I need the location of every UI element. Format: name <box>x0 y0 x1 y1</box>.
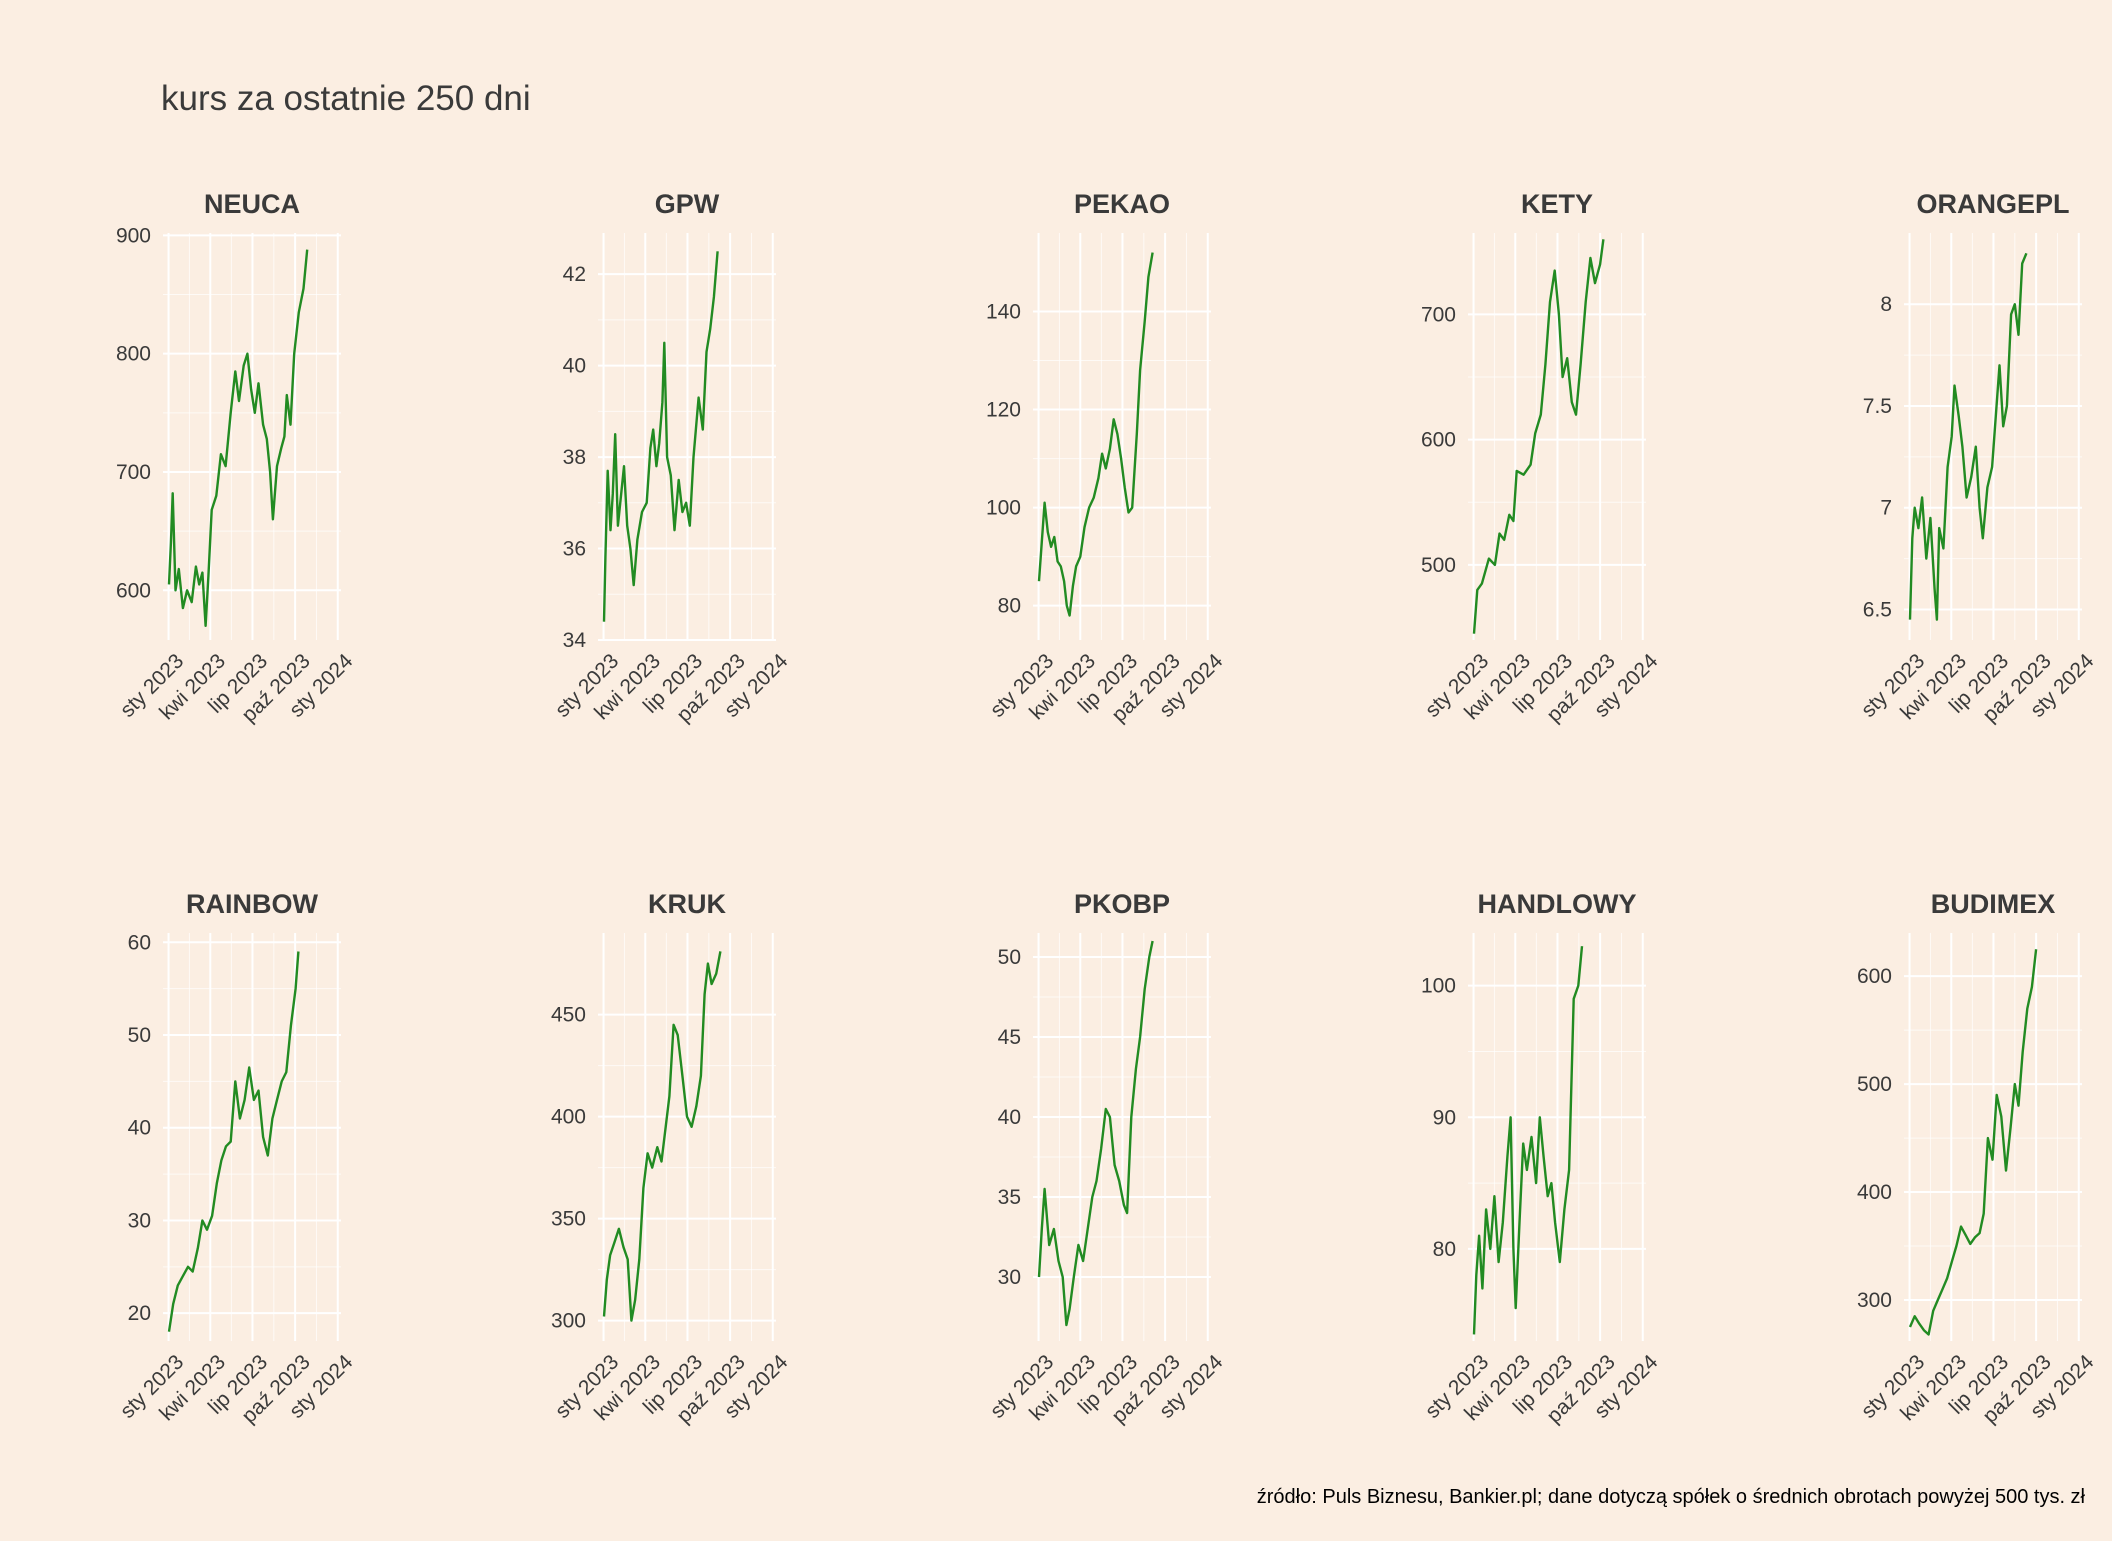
y-tick-label: 90 <box>1433 1106 1456 1129</box>
series-line-neuca <box>167 249 309 627</box>
y-tick-label: 450 <box>551 1004 586 1027</box>
y-tick-label: 60 <box>128 931 151 954</box>
y-tick-label: 600 <box>1421 429 1456 452</box>
y-tick-label: 100 <box>986 497 1021 520</box>
panel-title-pekao: PEKAO <box>1074 189 1170 219</box>
y-tick-label: 80 <box>1433 1238 1456 1261</box>
y-tick-label: 600 <box>116 579 151 602</box>
y-tick-label: 500 <box>1857 1073 1892 1096</box>
y-tick-label: 300 <box>1857 1289 1892 1312</box>
y-tick-label: 34 <box>563 629 587 652</box>
y-tick-label: 38 <box>563 446 586 469</box>
panel-title-handlowy: HANDLOWY <box>1478 889 1637 919</box>
y-tick-label: 50 <box>128 1024 151 1047</box>
series-line-gpw <box>602 251 719 622</box>
panel-title-orangepl: ORANGEPL <box>1916 189 2069 219</box>
series-line-pkobp <box>1037 940 1154 1327</box>
series-line-handlowy <box>1472 946 1584 1335</box>
y-tick-label: 100 <box>1421 975 1456 998</box>
y-tick-label: 800 <box>116 343 151 366</box>
y-tick-label: 40 <box>128 1117 151 1140</box>
source-caption: źródło: Puls Biznesu, Bankier.pl; dane d… <box>1257 1486 2086 1508</box>
y-tick-label: 350 <box>551 1208 586 1231</box>
y-tick-label: 400 <box>551 1106 586 1129</box>
y-tick-label: 30 <box>998 1266 1021 1289</box>
series-line-rainbow <box>167 951 300 1332</box>
y-tick-label: 8 <box>1880 293 1892 316</box>
y-tick-label: 120 <box>986 399 1021 422</box>
y-tick-label: 140 <box>986 300 1021 323</box>
y-tick-label: 50 <box>998 946 1021 969</box>
series-line-budimex <box>1908 949 2038 1336</box>
series-line-kruk <box>602 951 722 1322</box>
y-tick-label: 500 <box>1421 554 1456 577</box>
y-tick-label: 42 <box>563 263 586 286</box>
y-tick-label: 600 <box>1857 965 1892 988</box>
chart-title: kurs za ostatnie 250 dni <box>161 79 531 118</box>
y-tick-label: 35 <box>998 1186 1021 1209</box>
y-tick-label: 36 <box>563 538 586 561</box>
panel-title-kety: KETY <box>1521 189 1593 219</box>
y-tick-label: 700 <box>1421 303 1456 326</box>
y-tick-label: 7.5 <box>1863 395 1892 418</box>
y-tick-label: 45 <box>998 1026 1021 1049</box>
series-line-orangepl <box>1908 252 2028 621</box>
series-line-kety <box>1472 239 1605 634</box>
panel-title-neuca: NEUCA <box>204 189 300 219</box>
y-tick-label: 20 <box>128 1302 151 1325</box>
series-line-pekao <box>1037 252 1154 617</box>
panel-title-gpw: GPW <box>655 189 720 219</box>
y-tick-label: 900 <box>116 224 151 247</box>
y-tick-label: 7 <box>1880 497 1892 520</box>
y-tick-label: 6.5 <box>1863 598 1892 621</box>
y-tick-label: 80 <box>998 595 1021 618</box>
y-tick-label: 30 <box>128 1209 151 1232</box>
panel-title-budimex: BUDIMEX <box>1931 889 2056 919</box>
panel-title-pkobp: PKOBP <box>1074 889 1170 919</box>
panel-title-rainbow: RAINBOW <box>186 889 318 919</box>
panel-title-kruk: KRUK <box>648 889 726 919</box>
y-tick-label: 40 <box>998 1106 1021 1129</box>
y-tick-label: 700 <box>116 461 151 484</box>
y-tick-label: 40 <box>563 355 586 378</box>
y-tick-label: 400 <box>1857 1181 1892 1204</box>
y-tick-label: 300 <box>551 1310 586 1333</box>
